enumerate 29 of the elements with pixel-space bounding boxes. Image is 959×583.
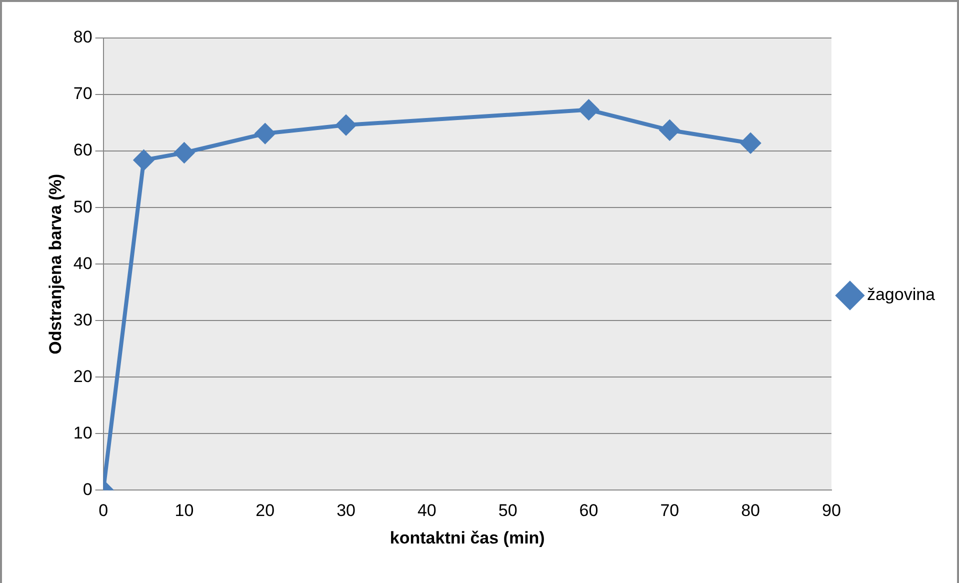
point	[134, 150, 154, 170]
point	[336, 115, 356, 136]
point	[578, 100, 599, 120]
x-tick-label: 50	[498, 501, 518, 520]
legend-label: žagovina	[866, 285, 936, 304]
x-tick-label: 70	[660, 501, 680, 520]
x-tick-label: 90	[822, 501, 841, 520]
x-tick-label: 40	[417, 501, 436, 520]
x-tick-label: 20	[256, 501, 275, 520]
y-tick-label: 0	[82, 480, 92, 499]
x-tick-label: 0	[98, 501, 108, 520]
y-tick-label: 60	[73, 140, 92, 160]
y-tick-label: 20	[73, 366, 92, 386]
y-axis-title: Odstranjena barva (%)	[46, 174, 65, 354]
x-tick-label: 30	[336, 501, 356, 520]
y-tick-label: 70	[73, 84, 92, 104]
x-tick-label: 60	[579, 501, 598, 520]
x-tick-label: 80	[741, 501, 760, 520]
point	[255, 124, 276, 144]
y-tick-label: 10	[73, 423, 92, 442]
y-tick-label: 30	[73, 310, 92, 330]
y-tick-label: 40	[73, 254, 92, 273]
point	[740, 133, 761, 154]
point	[660, 120, 680, 140]
point	[174, 142, 194, 163]
x-axis-title: kontaktni čas (min)	[390, 528, 545, 548]
x-tick-label: 10	[174, 501, 194, 520]
y-tick-label: 80	[73, 28, 92, 47]
y-tick-label: 50	[73, 197, 92, 216]
